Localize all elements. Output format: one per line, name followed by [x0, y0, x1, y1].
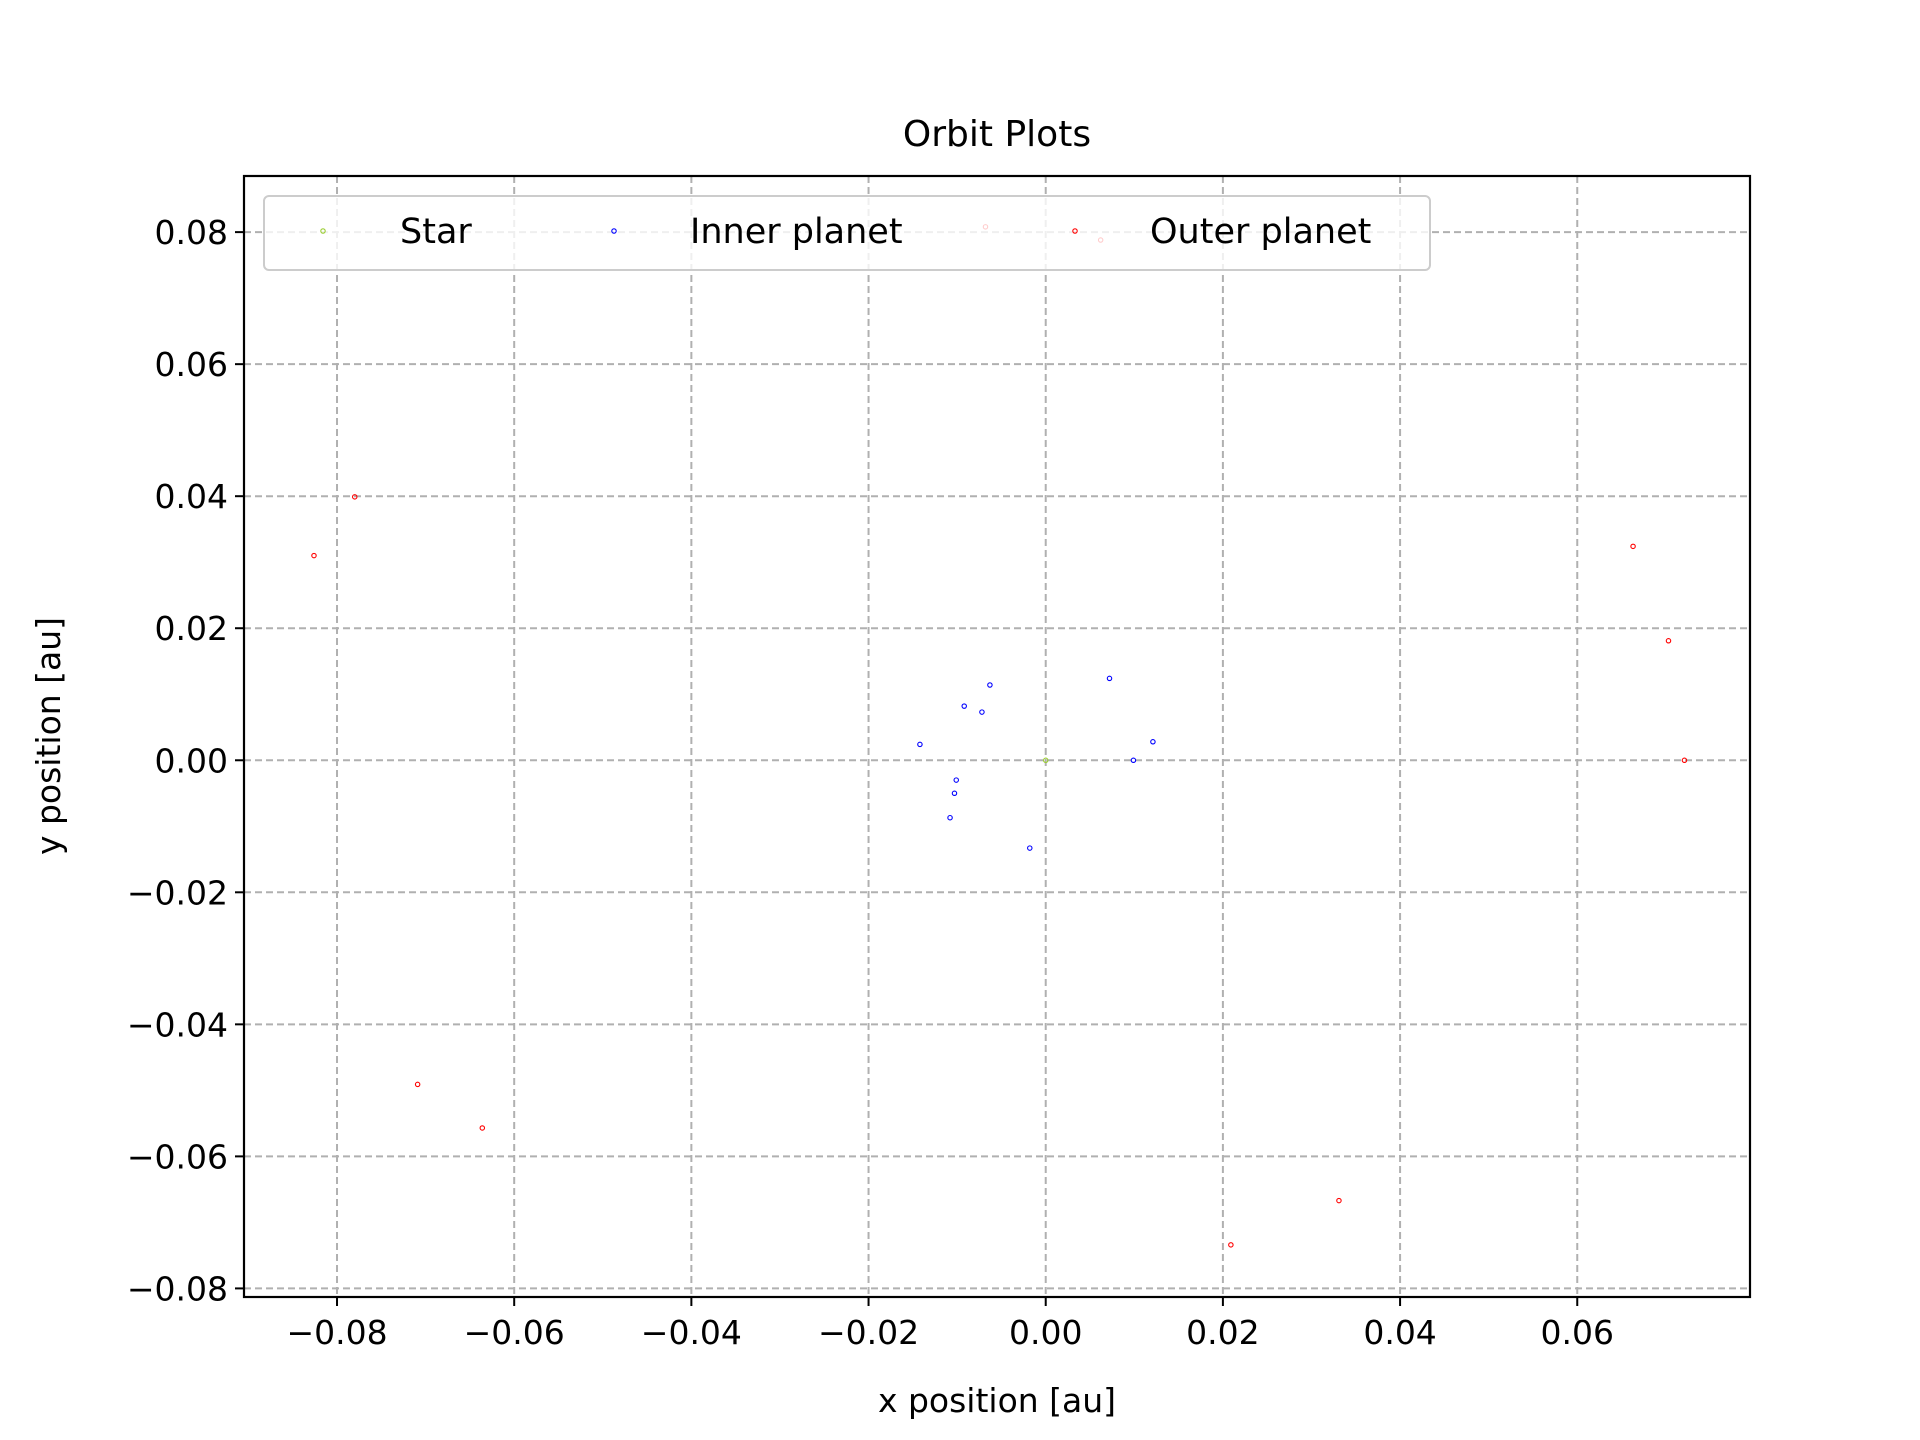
legend: Star Inner planet Outer planet [263, 195, 1431, 271]
x-tick-label: 0.06 [1541, 1313, 1614, 1352]
legend-box [263, 195, 1431, 271]
y-tick-label: 0.00 [155, 741, 228, 780]
inner-planet-point [1106, 675, 1113, 682]
y-tick-label: −0.02 [127, 873, 228, 912]
outer-planet-point [1630, 543, 1636, 550]
legend-marker-star [320, 228, 326, 234]
x-tick-label: −0.08 [286, 1313, 387, 1352]
inner-planet-point [947, 814, 953, 821]
inner-planet-point [917, 741, 923, 748]
inner-planet-point [953, 777, 959, 783]
plot-frame [242, 174, 1752, 1299]
chart-title: Orbit Plots [903, 114, 1091, 155]
y-tick-label: −0.08 [127, 1269, 228, 1308]
legend-label-inner-planet: Inner planet [690, 212, 903, 252]
inner-planet-point [979, 709, 985, 715]
legend-label-star: Star [400, 212, 472, 252]
legend-label-outer-planet: Outer planet [1150, 212, 1371, 252]
inner-planet-point [961, 703, 967, 709]
outer-planet-point [1336, 1197, 1342, 1204]
outer-planet-point [1228, 1242, 1234, 1248]
data-points [311, 224, 1688, 1248]
outer-planet-point [1681, 757, 1688, 764]
y-axis-label: y position [au] [29, 617, 68, 855]
x-tick-label: 0.02 [1186, 1313, 1259, 1352]
axes: −0.08 −0.06 −0.04 −0.02 0.00 0.02 0.04 0.06 0.08… [127, 213, 1614, 1352]
y-tick-label: 0.08 [155, 213, 228, 252]
y-tick-label: 0.02 [155, 609, 228, 648]
y-tick-label: −0.04 [127, 1005, 228, 1044]
inner-planet-point [1150, 739, 1156, 745]
x-tick-label: −0.02 [818, 1313, 919, 1352]
outer-planet-point [311, 552, 317, 559]
outer-planet-point [1665, 638, 1672, 644]
y-tick-label: −0.06 [127, 1137, 228, 1176]
outer-planet-point [479, 1125, 486, 1131]
outer-planet-point [351, 494, 358, 500]
x-axis-label: x position [au] [878, 1381, 1116, 1420]
star-point [1042, 757, 1049, 764]
legend-marker-inner-planet [611, 228, 617, 234]
y-tick-label: 0.04 [155, 477, 228, 516]
inner-planet-point [1027, 845, 1033, 851]
outer-planet-point [414, 1081, 421, 1088]
x-tick-label: 0.04 [1363, 1313, 1436, 1352]
legend-marker-outer-planet [1072, 228, 1078, 234]
inner-planet-point [987, 682, 993, 688]
x-tick-label: −0.06 [464, 1313, 565, 1352]
inner-planet-point [951, 790, 958, 797]
x-tick-label: −0.04 [641, 1313, 742, 1352]
y-tick-label: 0.06 [155, 345, 228, 384]
x-tick-label: 0.00 [1009, 1313, 1082, 1352]
inner-planet-point [1130, 757, 1137, 764]
